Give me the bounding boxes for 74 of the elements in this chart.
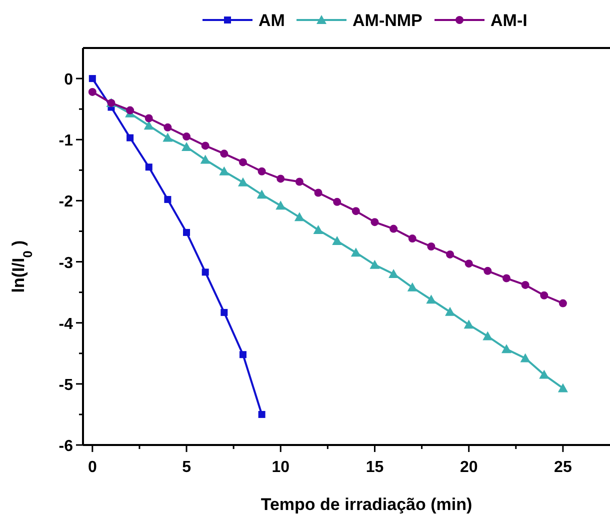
- y-tick-label: 0: [64, 72, 74, 89]
- point: [276, 174, 285, 183]
- y-tick-label: -1: [58, 132, 74, 150]
- point: [126, 134, 134, 142]
- point: [333, 198, 342, 206]
- point: [388, 268, 399, 278]
- y-tick-label: -5: [58, 376, 74, 394]
- point: [220, 150, 228, 158]
- legend-label: AM-NMP: [352, 11, 422, 30]
- point: [426, 294, 436, 304]
- y-tick-label: -6: [58, 438, 74, 455]
- legend-label: AM-I: [490, 11, 528, 30]
- point: [276, 200, 286, 210]
- point: [258, 410, 266, 418]
- y-tick-label: -4: [58, 316, 74, 333]
- point: [521, 280, 530, 289]
- point: [220, 308, 228, 316]
- point: [314, 188, 322, 197]
- point: [408, 234, 416, 243]
- point: [162, 132, 173, 142]
- point: [427, 242, 436, 250]
- point: [390, 224, 398, 233]
- point: [332, 236, 342, 246]
- point: [482, 331, 493, 340]
- x-tick-label: 20: [460, 459, 478, 476]
- x-tick-label: 15: [366, 459, 384, 476]
- point: [558, 383, 568, 392]
- x-tick-label: 0: [88, 459, 97, 476]
- point: [144, 120, 154, 130]
- point: [144, 114, 153, 122]
- point: [540, 291, 548, 300]
- point: [502, 274, 510, 282]
- point: [164, 196, 172, 203]
- point: [164, 123, 172, 132]
- point: [370, 260, 380, 269]
- point: [445, 306, 456, 316]
- point: [520, 353, 530, 362]
- point: [256, 190, 267, 199]
- point: [258, 167, 266, 176]
- point: [295, 178, 304, 186]
- point: [313, 225, 324, 234]
- point: [558, 299, 567, 308]
- point: [238, 158, 247, 166]
- point: [145, 164, 152, 171]
- point: [88, 88, 96, 96]
- point: [182, 142, 192, 151]
- point: [182, 132, 191, 141]
- point: [501, 344, 512, 354]
- point: [370, 218, 379, 226]
- point: [126, 106, 134, 114]
- point: [464, 320, 474, 329]
- point: [294, 212, 304, 222]
- x-tick-label: 10: [272, 459, 290, 476]
- y-tick-label: -2: [58, 194, 74, 211]
- point: [352, 207, 360, 216]
- point: [183, 228, 190, 236]
- point: [350, 248, 361, 257]
- x-tick-label: 25: [554, 459, 572, 476]
- legend-label: AM: [258, 11, 285, 30]
- x-tick-label: 5: [182, 459, 192, 476]
- point: [200, 154, 210, 164]
- point: [238, 177, 248, 186]
- point: [219, 166, 230, 176]
- point: [239, 351, 246, 358]
- point: [484, 266, 492, 275]
- point: [464, 260, 473, 268]
- y-tick-label: -3: [58, 254, 74, 272]
- point: [202, 268, 209, 276]
- point: [539, 370, 550, 379]
- point: [407, 282, 418, 292]
- point: [446, 250, 454, 258]
- point: [88, 75, 96, 82]
- x-axis-title: Tempo de irradiação (min): [260, 495, 472, 514]
- point: [201, 142, 210, 150]
